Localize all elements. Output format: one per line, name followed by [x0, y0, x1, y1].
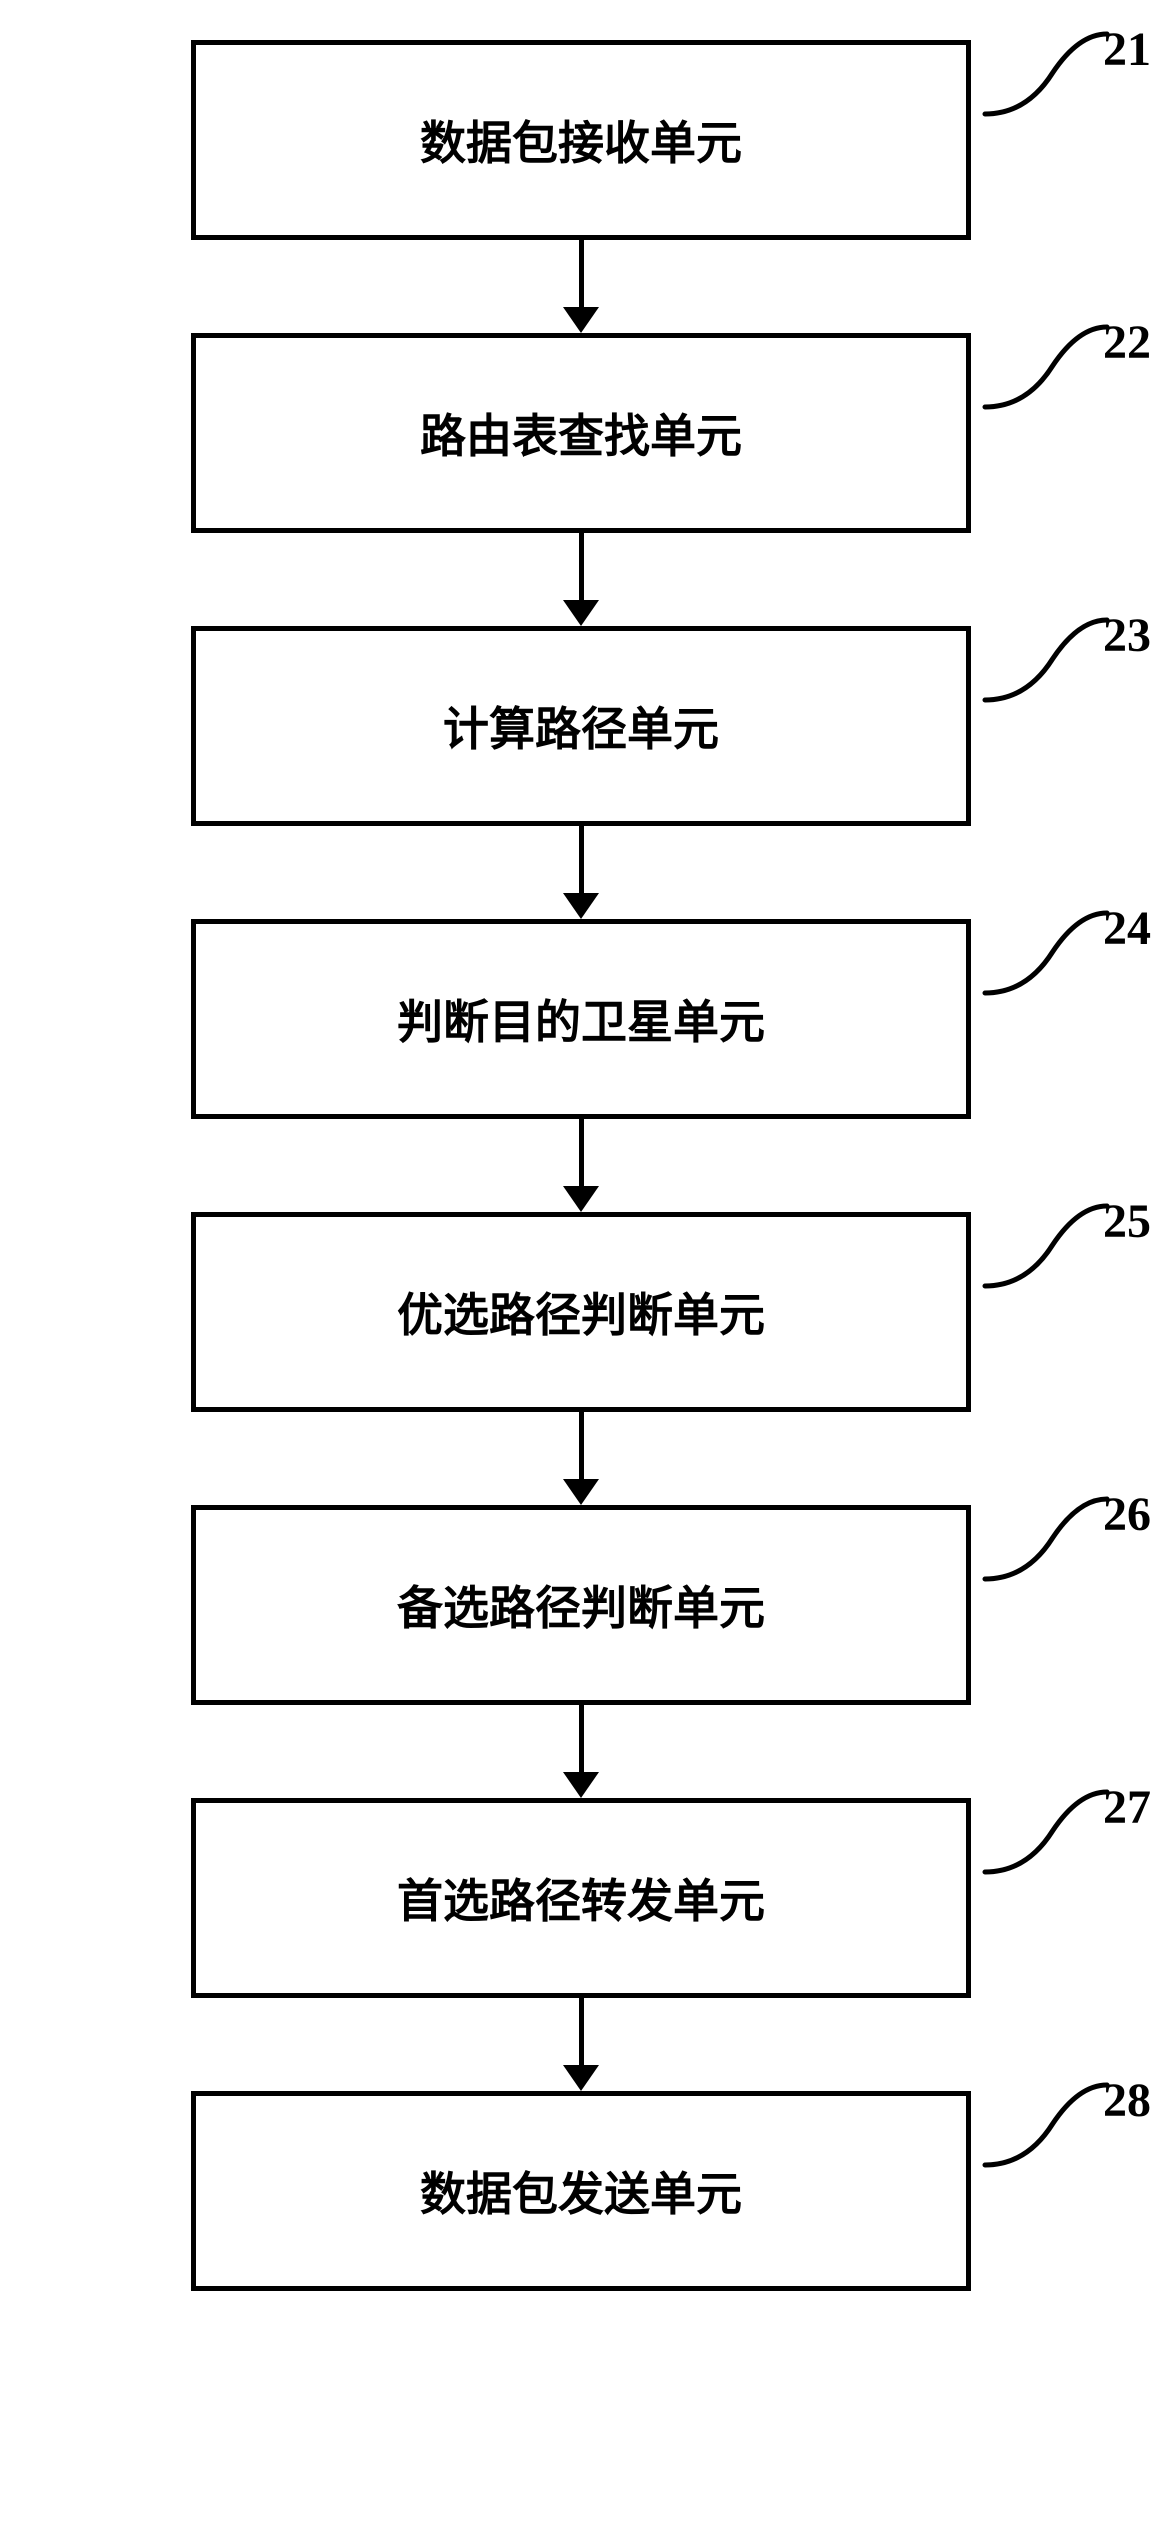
arrow-connector — [563, 533, 599, 626]
node-number-callout: 26 — [981, 1493, 1151, 1583]
node-number: 24 — [1103, 905, 1151, 953]
node-wrapper: 数据包发送单元28 — [20, 2091, 1142, 2291]
node-number-callout: 25 — [981, 1200, 1151, 1290]
flowchart-diagram: 数据包接收单元21 路由表查找单元22 计算路径单元23 判断目的卫星单元24 优选路径… — [20, 40, 1142, 2291]
flowchart-node: 优选路径判断单元 — [191, 1212, 971, 1412]
arrow-head-icon — [563, 893, 599, 919]
flowchart-node: 数据包发送单元 — [191, 2091, 971, 2291]
arrow-line — [579, 533, 584, 601]
node-wrapper: 优选路径判断单元25 — [20, 1212, 1142, 1412]
flowchart-root: 数据包接收单元21 路由表查找单元22 计算路径单元23 判断目的卫星单元24 优选路径… — [20, 40, 1142, 2291]
arrow-head-icon — [563, 1479, 599, 1505]
node-number-callout: 28 — [981, 2079, 1151, 2169]
node-number: 27 — [1103, 1784, 1151, 1832]
node-number: 26 — [1103, 1491, 1151, 1539]
arrow-line — [579, 240, 584, 308]
arrow-line — [579, 826, 584, 894]
node-number: 25 — [1103, 1198, 1151, 1246]
arrow-line — [579, 1998, 584, 2066]
arrow-head-icon — [563, 1772, 599, 1798]
node-wrapper: 首选路径转发单元27 — [20, 1798, 1142, 1998]
node-number-callout: 23 — [981, 614, 1151, 704]
arrow-head-icon — [563, 1186, 599, 1212]
node-number: 22 — [1103, 319, 1151, 367]
node-wrapper: 判断目的卫星单元24 — [20, 919, 1142, 1119]
arrow-connector — [563, 1119, 599, 1212]
node-number-callout: 22 — [981, 321, 1151, 411]
arrow-head-icon — [563, 600, 599, 626]
arrow-head-icon — [563, 2065, 599, 2091]
node-number: 21 — [1103, 26, 1151, 74]
node-wrapper: 路由表查找单元22 — [20, 333, 1142, 533]
flowchart-node: 判断目的卫星单元 — [191, 919, 971, 1119]
flowchart-node: 首选路径转发单元 — [191, 1798, 971, 1998]
arrow-connector — [563, 1412, 599, 1505]
arrow-connector — [563, 240, 599, 333]
flowchart-node: 数据包接收单元 — [191, 40, 971, 240]
flowchart-node: 备选路径判断单元 — [191, 1505, 971, 1705]
arrow-line — [579, 1705, 584, 1773]
node-number: 28 — [1103, 2077, 1151, 2125]
node-number: 23 — [1103, 612, 1151, 660]
arrow-connector — [563, 1998, 599, 2091]
node-number-callout: 24 — [981, 907, 1151, 997]
arrow-line — [579, 1412, 584, 1480]
flowchart-node: 路由表查找单元 — [191, 333, 971, 533]
node-number-callout: 21 — [981, 28, 1151, 118]
flowchart-node: 计算路径单元 — [191, 626, 971, 826]
arrow-line — [579, 1119, 584, 1187]
node-wrapper: 数据包接收单元21 — [20, 40, 1142, 240]
node-number-callout: 27 — [981, 1786, 1151, 1876]
arrow-connector — [563, 826, 599, 919]
node-wrapper: 计算路径单元23 — [20, 626, 1142, 826]
node-wrapper: 备选路径判断单元26 — [20, 1505, 1142, 1705]
arrow-connector — [563, 1705, 599, 1798]
arrow-head-icon — [563, 307, 599, 333]
